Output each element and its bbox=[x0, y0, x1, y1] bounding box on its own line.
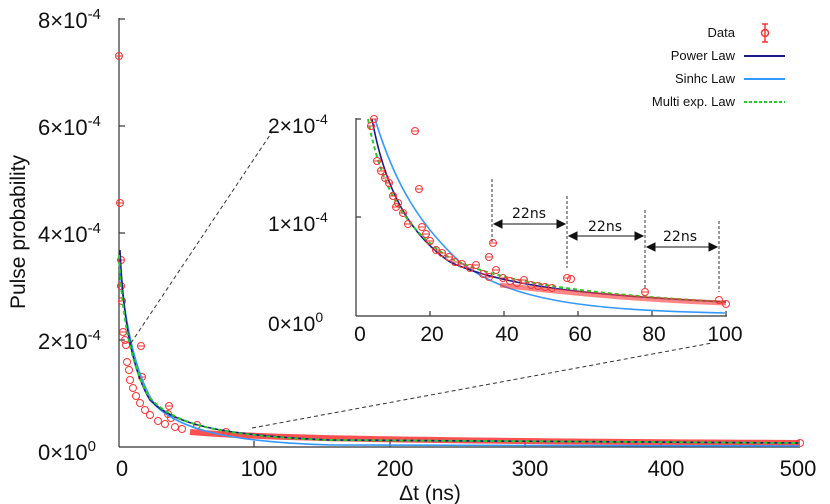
svg-text:4×10-4: 4×10-4 bbox=[38, 220, 101, 247]
legend: Data Power Law Sinhc Law Multi exp. Law bbox=[652, 23, 785, 109]
legend-label-power: Power Law bbox=[671, 48, 736, 63]
gap-label-3: 22ns bbox=[663, 229, 697, 245]
main-y-tick-labels: 8×10-4 6×10-4 4×10-4 2×10-4 0×100 bbox=[38, 6, 101, 465]
svg-text:100: 100 bbox=[707, 323, 742, 346]
svg-text:8×10-4: 8×10-4 bbox=[38, 6, 101, 33]
svg-text:500: 500 bbox=[780, 456, 817, 481]
svg-text:0×100: 0×100 bbox=[38, 438, 96, 465]
svg-text:2×10-4: 2×10-4 bbox=[38, 327, 101, 354]
svg-text:0: 0 bbox=[116, 456, 128, 481]
inset-sinhc-curve bbox=[374, 118, 727, 314]
x-axis-label: Δt (ns) bbox=[399, 482, 461, 504]
svg-text:60: 60 bbox=[568, 323, 591, 346]
y-axis-label: Pulse probability bbox=[7, 154, 30, 309]
svg-text:20: 20 bbox=[420, 323, 443, 346]
legend-label-sinhc: Sinhc Law bbox=[675, 71, 736, 86]
svg-text:100: 100 bbox=[241, 456, 278, 481]
main-multi-curve bbox=[118, 254, 801, 444]
svg-text:1×10-4: 1×10-4 bbox=[268, 209, 328, 236]
inset-axes bbox=[355, 118, 727, 317]
legend-label-multi: Multi exp. Law bbox=[652, 94, 736, 109]
svg-text:0×100: 0×100 bbox=[268, 309, 323, 336]
gap-label-1: 22ns bbox=[512, 206, 546, 222]
svg-text:400: 400 bbox=[648, 456, 685, 481]
main-power-curve bbox=[119, 249, 801, 444]
inset-data-points bbox=[367, 115, 730, 308]
svg-text:300: 300 bbox=[512, 456, 549, 481]
inset-power-curve bbox=[371, 118, 727, 303]
main-x-tick-labels: 0 100 200 300 400 500 bbox=[116, 456, 816, 481]
inset-x-tick-labels: 0 20 40 60 80 100 bbox=[354, 323, 742, 346]
main-sinhc-curve bbox=[119, 269, 801, 447]
svg-text:40: 40 bbox=[495, 323, 518, 346]
svg-text:2×10-4: 2×10-4 bbox=[268, 111, 328, 138]
inset-multi-curve bbox=[367, 118, 727, 303]
legend-label-data: Data bbox=[708, 25, 736, 40]
inset-connector-lines bbox=[130, 131, 713, 429]
svg-text:6×10-4: 6×10-4 bbox=[38, 113, 101, 140]
inset-y-tick-labels: 2×10-4 1×10-4 0×100 bbox=[268, 111, 328, 336]
gap-annotations: 22ns 22ns 22ns bbox=[491, 179, 720, 292]
svg-text:200: 200 bbox=[377, 456, 414, 481]
main-fit-curves bbox=[118, 249, 801, 447]
gap-label-2: 22ns bbox=[588, 219, 622, 235]
legend-data-marker bbox=[760, 23, 770, 43]
svg-text:0: 0 bbox=[354, 323, 366, 346]
svg-text:80: 80 bbox=[642, 323, 665, 346]
main-data-points bbox=[115, 52, 804, 447]
